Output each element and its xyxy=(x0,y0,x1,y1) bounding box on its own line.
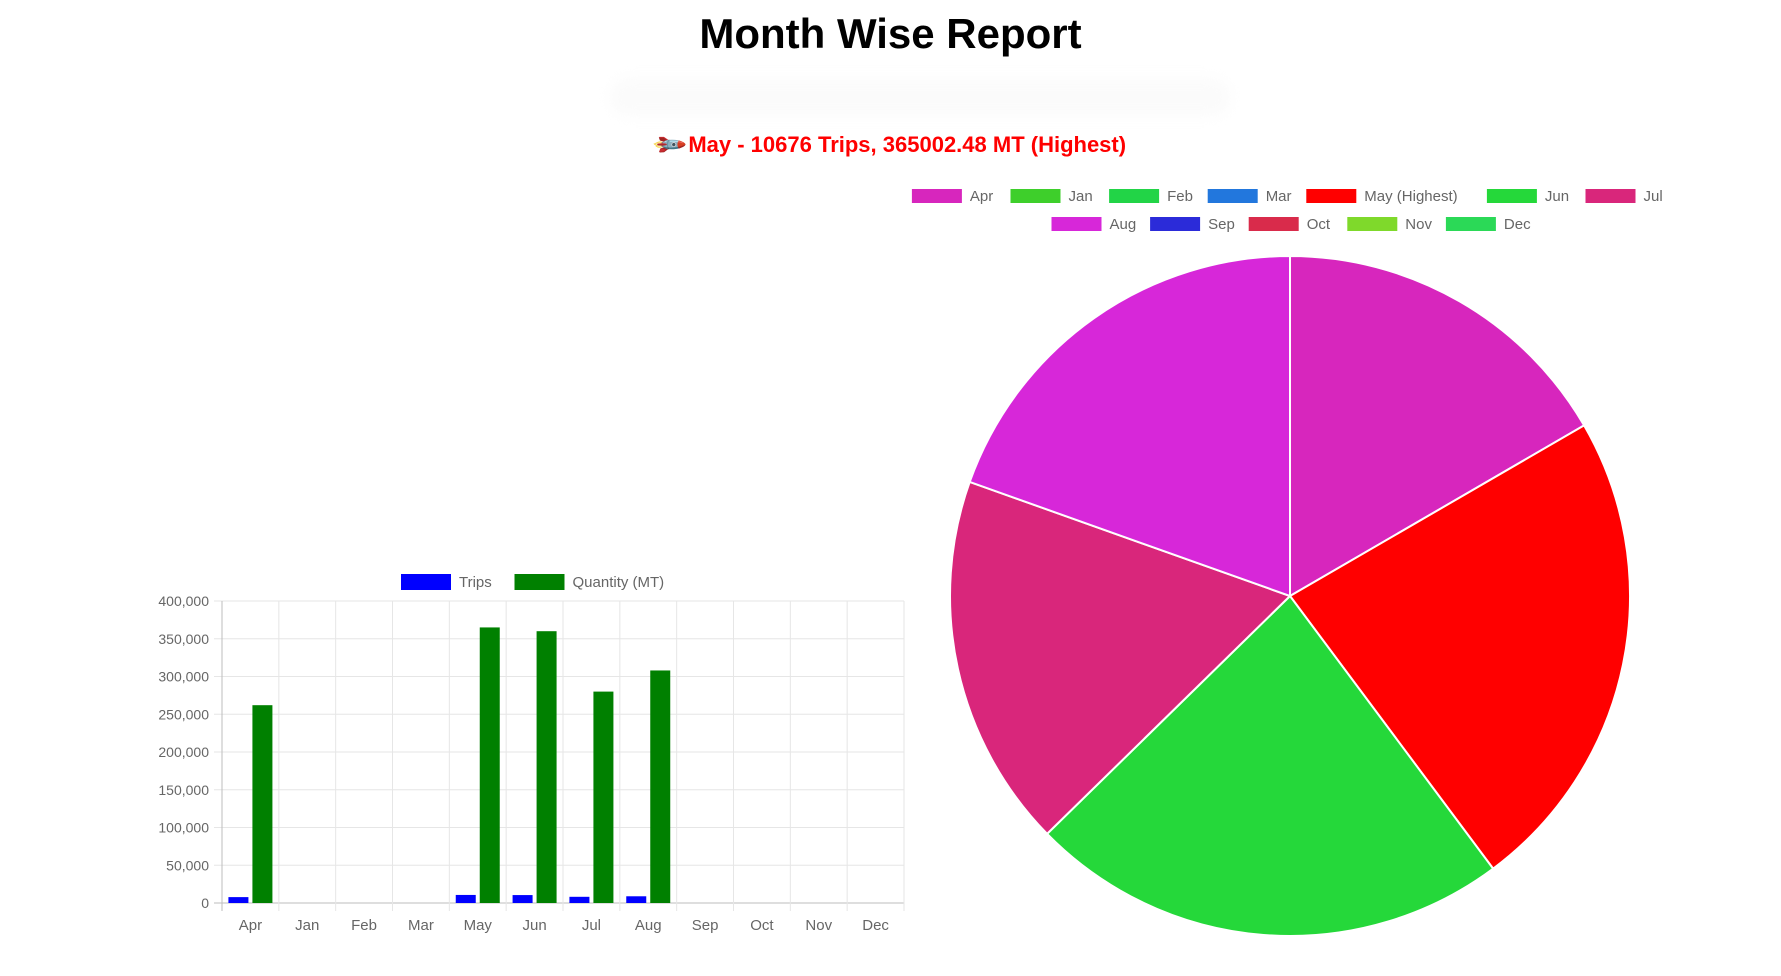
legend-swatch xyxy=(1010,189,1061,203)
legend-swatch xyxy=(1347,217,1398,231)
legend-swatch xyxy=(1207,189,1258,203)
pie-chart-legend: Apr Jan Feb Mar May (Highest) Jun Jul Aug Sep Oct… xyxy=(911,188,1663,233)
legend-swatch xyxy=(1051,217,1102,231)
legend-label[interactable]: Jun xyxy=(1545,188,1569,205)
legend-swatch xyxy=(1150,217,1201,231)
legend-swatch xyxy=(1306,189,1357,203)
pie-slice-jun[interactable] xyxy=(1045,594,1495,937)
pie-slice-may[interactable] xyxy=(1288,424,1631,871)
legend-swatch xyxy=(911,189,962,203)
page-title: Month Wise Report xyxy=(699,10,1082,57)
pie-chart-slices xyxy=(949,254,1631,937)
legend-label[interactable]: May (Highest) xyxy=(1364,188,1457,205)
highest-month-banner: 🚀May - 10676 Trips, 365002.48 MT (Highes… xyxy=(0,126,1781,163)
pie-slice-aug[interactable] xyxy=(968,254,1291,598)
pie-slice-apr[interactable] xyxy=(1289,254,1586,598)
highest-month-text: May - 10676 Trips, 365002.48 MT (Highest… xyxy=(688,132,1127,157)
legend-label[interactable]: Nov xyxy=(1405,216,1432,233)
legend-swatch xyxy=(1486,189,1537,203)
blurred-subtitle-bar xyxy=(610,78,1230,116)
legend-swatch xyxy=(1445,217,1496,231)
legend-label[interactable]: Aug xyxy=(1110,216,1137,233)
legend-label[interactable]: Mar xyxy=(1266,188,1292,205)
legend-label[interactable]: Dec xyxy=(1504,216,1531,233)
legend-label[interactable]: Sep xyxy=(1208,216,1235,233)
legend-label[interactable]: Jan xyxy=(1069,188,1093,205)
pie-slice-jul[interactable] xyxy=(949,480,1292,836)
legend-label[interactable]: Oct xyxy=(1307,216,1331,233)
legend-label[interactable]: Jul xyxy=(1644,188,1663,205)
legend-swatch xyxy=(1585,189,1636,203)
legend-swatch xyxy=(1248,217,1299,231)
legend-label[interactable]: Apr xyxy=(970,188,993,205)
legend-label[interactable]: Feb xyxy=(1167,188,1193,205)
legend-swatch xyxy=(1109,189,1160,203)
